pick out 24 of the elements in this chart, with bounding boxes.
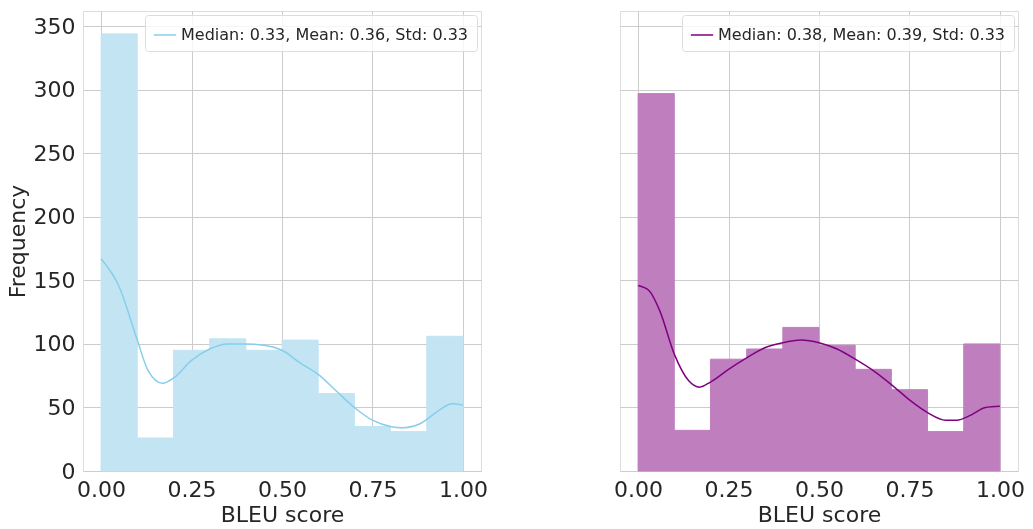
x-tick-label: 1.00 <box>975 476 1025 502</box>
line-series <box>100 258 464 429</box>
x-tick-label: 0.50 <box>795 476 844 502</box>
x-tick-label: 0.75 <box>885 476 935 502</box>
y-tick-label: 150 <box>33 267 76 293</box>
y-axis-title: Frequency <box>4 184 30 299</box>
legend-label: Median: 0.33, Mean: 0.36, Std: 0.33 <box>181 25 469 44</box>
y-tick-label: 250 <box>33 140 76 166</box>
x-tick-label: 0.25 <box>167 476 217 502</box>
y-tick-label: 100 <box>33 331 76 357</box>
x-tick-label: 0.25 <box>704 476 754 502</box>
x-axis-title: BLEU score <box>757 501 882 527</box>
y-tick-label: 50 <box>47 394 76 420</box>
y-tick-label: 350 <box>33 13 76 39</box>
x-tick-label: 0.00 <box>77 476 127 502</box>
y-tick-label: 300 <box>33 77 76 103</box>
x-tick-label: 0.75 <box>348 476 398 502</box>
x-tick-label: 1.00 <box>438 476 488 502</box>
x-tick-label: 0.00 <box>614 476 664 502</box>
y-tick-label: 0 <box>61 458 76 484</box>
legend-label: Median: 0.38, Mean: 0.39, Std: 0.33 <box>718 25 1006 44</box>
x-axis-title: BLEU score <box>220 501 345 527</box>
x-tick-label: 0.50 <box>258 476 307 502</box>
y-tick-label: 200 <box>33 204 76 230</box>
